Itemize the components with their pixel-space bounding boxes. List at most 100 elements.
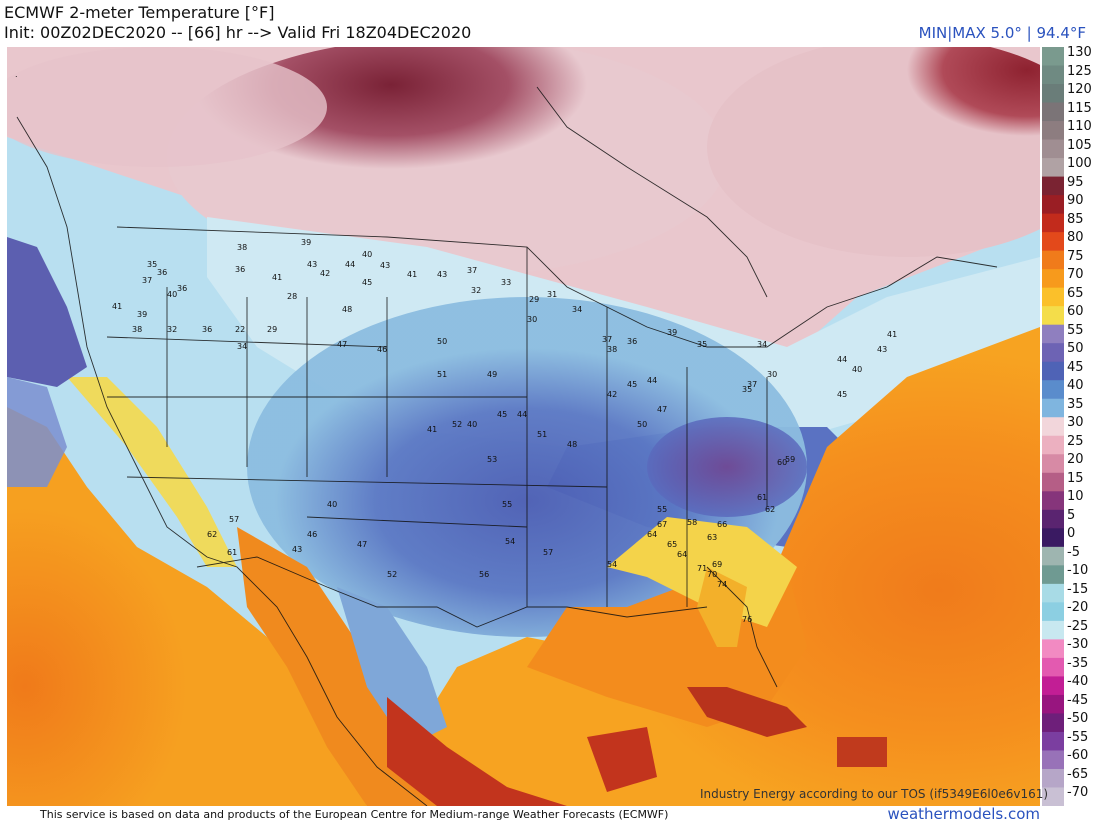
- color-scale-label: 75: [1067, 248, 1084, 264]
- station-temperature: 60: [777, 458, 787, 467]
- station-temperature: 37: [602, 335, 612, 344]
- color-scale-label: -5: [1067, 544, 1080, 560]
- station-temperature: 50: [637, 420, 647, 429]
- color-scale-label: -35: [1067, 655, 1089, 671]
- color-scale-swatch: [1042, 121, 1064, 141]
- station-temperature: 41: [272, 273, 282, 282]
- brand-link[interactable]: weathermodels.com: [887, 805, 1040, 823]
- station-temperature: 39: [137, 310, 147, 319]
- station-temperature: 44: [647, 376, 657, 385]
- color-scale-swatch: [1042, 602, 1064, 622]
- station-temperature: 28: [287, 292, 297, 301]
- color-scale-label: 120: [1067, 82, 1092, 98]
- color-scale-label: 100: [1067, 156, 1092, 172]
- station-temperature: 59: [785, 455, 795, 464]
- station-temperature: 36: [202, 325, 212, 334]
- color-scale-label: 115: [1067, 100, 1092, 116]
- station-temperature: 39: [301, 238, 311, 247]
- color-scale-label: -65: [1067, 766, 1089, 782]
- color-scale-label: 85: [1067, 211, 1084, 227]
- station-temperature: 36: [177, 284, 187, 293]
- color-scale-label: 130: [1067, 45, 1092, 60]
- color-scale-swatch: [1042, 528, 1064, 548]
- station-temperature: 52: [452, 420, 462, 429]
- color-scale-label: 30: [1067, 415, 1084, 431]
- color-scale-label: 40: [1067, 378, 1084, 394]
- station-temperature: 35: [742, 385, 752, 394]
- station-temperature: 29: [529, 295, 539, 304]
- svg-text:.: .: [15, 70, 18, 79]
- station-temperature: 38: [607, 345, 617, 354]
- station-temperature: 41: [112, 302, 122, 311]
- station-temperature: 61: [227, 548, 237, 557]
- station-temperature: 34: [572, 305, 582, 314]
- station-temperature: 36: [157, 268, 167, 277]
- station-temperature: 36: [627, 337, 637, 346]
- color-scale-label: 65: [1067, 285, 1084, 301]
- color-scale-label: -50: [1067, 711, 1089, 727]
- station-temperature: 22: [235, 325, 245, 334]
- color-scale-swatch: [1042, 195, 1064, 215]
- color-scale-swatch: [1042, 343, 1064, 363]
- station-temperature: 43: [292, 545, 302, 554]
- color-scale-label: -15: [1067, 581, 1089, 597]
- color-scale-label: 80: [1067, 230, 1084, 246]
- station-temperature: 71: [697, 564, 707, 573]
- station-temperature: 64: [647, 530, 657, 539]
- color-scale-label: -30: [1067, 637, 1089, 653]
- station-temperature: 42: [607, 390, 617, 399]
- station-temperature: 54: [607, 560, 617, 569]
- color-scale-swatch: [1042, 287, 1064, 307]
- color-scale-label: -70: [1067, 785, 1089, 801]
- color-scale-swatch: [1042, 731, 1064, 751]
- color-scale-swatch: [1042, 694, 1064, 714]
- station-temperature: 36: [235, 265, 245, 274]
- color-scale-label: 70: [1067, 267, 1084, 283]
- station-temperature: 47: [337, 340, 347, 349]
- color-scale-label: 20: [1067, 452, 1084, 468]
- color-scale-label: 55: [1067, 322, 1084, 338]
- station-temperature: 43: [437, 270, 447, 279]
- station-temperature: 46: [307, 530, 317, 539]
- color-scale-swatch: [1042, 546, 1064, 566]
- station-temperature: 30: [767, 370, 777, 379]
- station-temperature: 31: [547, 290, 557, 299]
- color-scale-swatch: [1042, 102, 1064, 122]
- color-scale-label: 95: [1067, 174, 1084, 190]
- station-temperature: 44: [837, 355, 847, 364]
- station-temperature: 40: [467, 420, 477, 429]
- color-scale-label: 10: [1067, 489, 1084, 505]
- temperature-map[interactable]: 36 35 37 36 40 41 39 38 32 36 22 29 28 34 39 38 36 41 43 42…: [7, 47, 1040, 806]
- station-temperature: 47: [357, 540, 367, 549]
- station-temperature: 39: [667, 328, 677, 337]
- station-temperature: 40: [167, 290, 177, 299]
- color-scale-swatch: [1042, 713, 1064, 733]
- color-scale-swatch: [1042, 657, 1064, 677]
- color-scale-swatch: [1042, 84, 1064, 104]
- station-temperature: 43: [307, 260, 317, 269]
- station-temperature: 43: [380, 261, 390, 270]
- color-scale-swatch: [1042, 232, 1064, 252]
- station-temperature: 37: [467, 266, 477, 275]
- station-temperature: 61: [757, 493, 767, 502]
- station-temperature: 56: [479, 570, 489, 579]
- station-temperature: 45: [362, 278, 372, 287]
- station-temperature: 51: [537, 430, 547, 439]
- color-scale-swatch: [1042, 176, 1064, 196]
- color-scale-swatch: [1042, 620, 1064, 640]
- color-scale-label: -55: [1067, 729, 1089, 745]
- station-temperature: 34: [757, 340, 767, 349]
- color-scale-bar: [1042, 47, 1064, 807]
- min-max-readout: MIN|MAX 5.0° | 94.4°F: [918, 24, 1086, 42]
- station-temperature: 52: [387, 570, 397, 579]
- color-scale-swatch: [1042, 324, 1064, 344]
- station-temperature: 69: [712, 560, 722, 569]
- station-temperature: 49: [487, 370, 497, 379]
- station-temperature: 55: [657, 505, 667, 514]
- color-scale-label: 105: [1067, 137, 1092, 153]
- color-scale-label: 125: [1067, 63, 1092, 79]
- color-scale: [1042, 47, 1064, 807]
- station-temperature: 37: [142, 276, 152, 285]
